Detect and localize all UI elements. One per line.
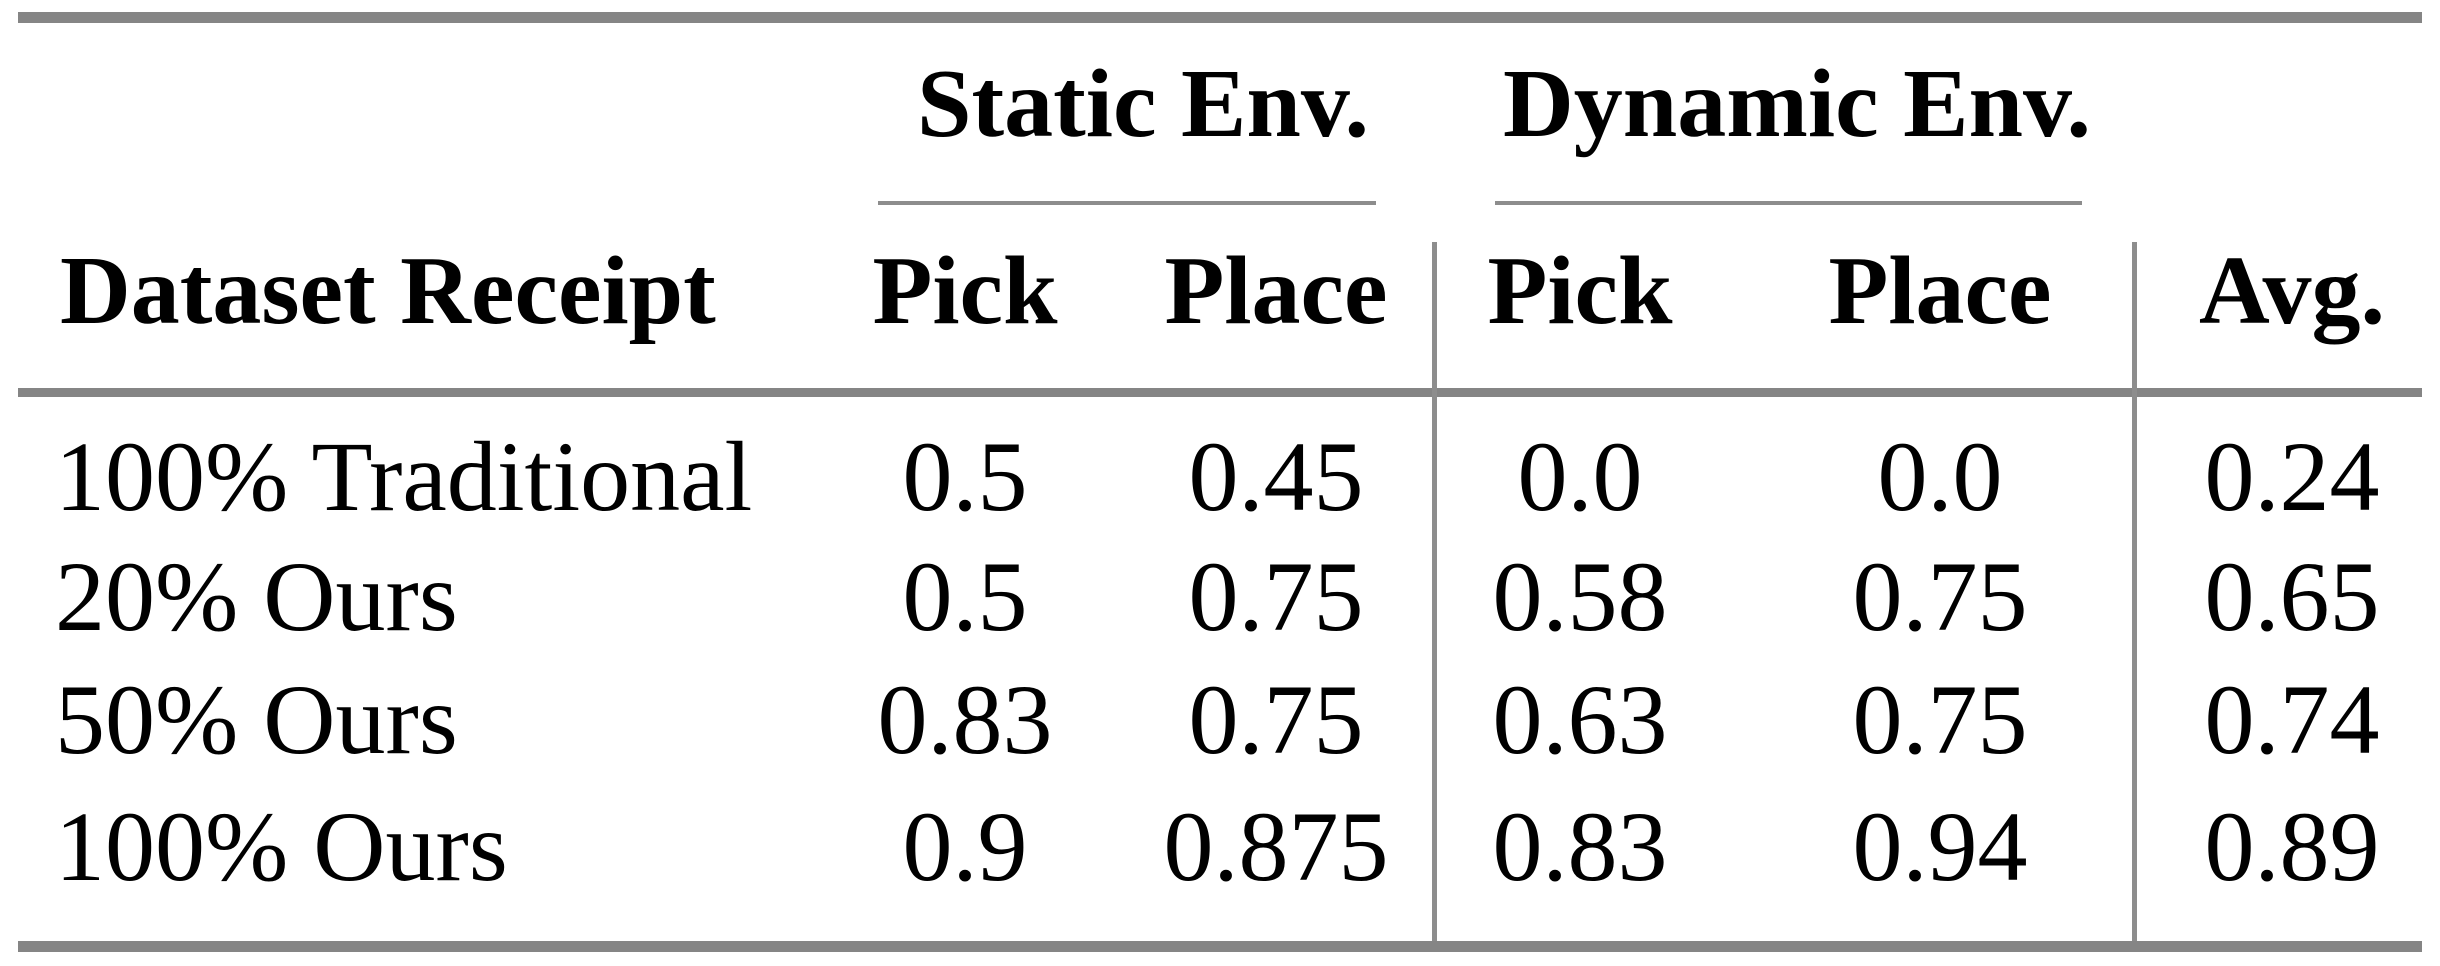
table-cell: 0.75	[1852, 664, 2028, 775]
table-cell: 0.5	[902, 421, 1028, 532]
table-cell: 0.75	[1188, 664, 1364, 775]
table-cell: 0.24	[2204, 421, 2380, 532]
static-env-cmidrule	[878, 201, 1376, 205]
column-header-static-pick: Pick	[872, 237, 1058, 345]
table-cell: 0.875	[1163, 791, 1389, 902]
vertical-divider-1	[1432, 242, 1437, 941]
table-cell: 0.94	[1852, 791, 2028, 902]
table-cell: 0.74	[2204, 664, 2380, 775]
vertical-divider-2	[2132, 242, 2137, 941]
table-cell: 0.83	[877, 664, 1053, 775]
table-cell: 0.89	[2204, 791, 2380, 902]
group-header-dynamic: Dynamic Env.	[1502, 50, 2092, 158]
table-cell: 0.58	[1492, 541, 1668, 652]
table-cell: 0.9	[902, 791, 1028, 902]
row-label: 20% Ours	[55, 541, 458, 652]
table-cell: 0.65	[2204, 541, 2380, 652]
column-header-static-place: Place	[1164, 237, 1388, 345]
table-cell: 0.0	[1877, 421, 2003, 532]
row-label: 50% Ours	[55, 664, 458, 775]
table-cell: 0.63	[1492, 664, 1668, 775]
table-cell: 0.45	[1188, 421, 1364, 532]
table-cell: 0.83	[1492, 791, 1668, 902]
table-cell: 0.75	[1188, 541, 1364, 652]
group-header-static: Static Env.	[917, 50, 1369, 158]
column-header-dataset-receipt: Dataset Receipt	[60, 237, 716, 345]
top-rule	[18, 12, 2422, 23]
table-cell: 0.5	[902, 541, 1028, 652]
bottom-rule	[18, 941, 2422, 952]
row-label: 100% Ours	[55, 791, 508, 902]
column-header-dynamic-place: Place	[1828, 237, 2052, 345]
table-cell: 0.0	[1517, 421, 1643, 532]
row-label: 100% Traditional	[55, 421, 753, 532]
column-header-dynamic-pick: Pick	[1487, 237, 1673, 345]
dynamic-env-cmidrule	[1495, 201, 2082, 205]
table-cell: 0.75	[1852, 541, 2028, 652]
column-header-avg: Avg.	[2199, 237, 2385, 345]
header-rule	[18, 388, 2422, 397]
